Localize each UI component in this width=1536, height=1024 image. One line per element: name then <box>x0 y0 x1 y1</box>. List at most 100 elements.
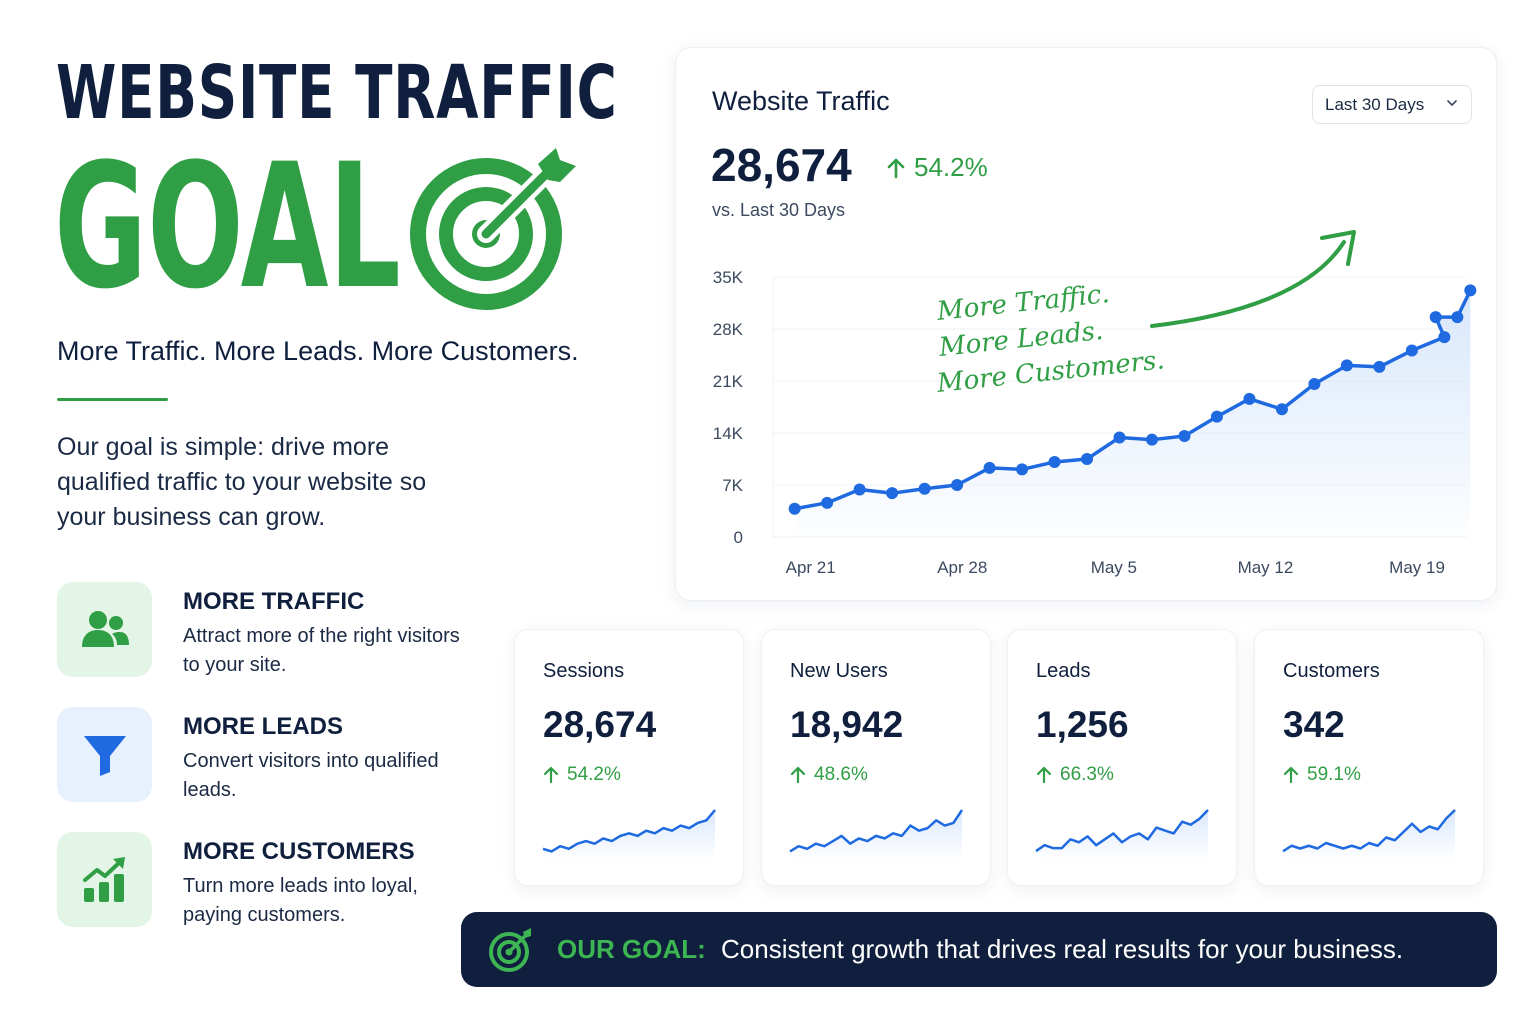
kpi-change-value: 54.2% <box>567 764 621 785</box>
data-point <box>1275 403 1288 416</box>
kpi-card-customers: Customers 342 59.1% <box>1254 629 1484 886</box>
x-tick-label: May 5 <box>1091 558 1137 577</box>
kpi-change-value: 48.6% <box>814 764 868 785</box>
data-point <box>983 461 996 474</box>
growth-chart-icon <box>82 856 125 902</box>
sparkline-sessions <box>542 809 716 858</box>
data-point <box>886 487 899 500</box>
sparkline-new-users <box>789 809 964 858</box>
kpi-value: 1,256 <box>1036 704 1129 745</box>
data-point <box>1243 392 1256 405</box>
feature-badge <box>57 582 152 677</box>
y-tick-label: 35K <box>713 268 744 287</box>
data-point <box>1373 360 1386 373</box>
kpi-change: 48.6% <box>790 764 868 786</box>
target-icon <box>410 148 576 310</box>
arrow-up-icon <box>1036 766 1052 784</box>
data-point <box>821 496 834 509</box>
users-icon <box>81 610 129 647</box>
sparkline-leads <box>1035 809 1209 858</box>
data-point <box>1145 433 1158 446</box>
intro-text: Our goal is simple: drive more qualified… <box>57 433 427 531</box>
data-point <box>788 502 801 515</box>
chart-title: Website Traffic <box>712 86 890 116</box>
x-tick-label: Apr 28 <box>937 558 987 577</box>
sparkline-line <box>1035 809 1209 853</box>
sparkline-line <box>789 809 964 853</box>
data-point <box>1048 455 1061 468</box>
kpi-label: Leads <box>1036 660 1091 682</box>
kpi-change-value: 66.3% <box>1060 764 1114 785</box>
banner-text: Consistent growth that drives real resul… <box>721 934 1404 964</box>
sparkline-area <box>1036 810 1208 858</box>
hero-title: WEBSITE TRAFFIC <box>56 50 618 136</box>
feature-text: Convert visitors into qualified leads. <box>183 750 439 801</box>
feature-title: MORE LEADS <box>183 713 344 740</box>
y-tick-label: 28K <box>713 320 744 339</box>
arrow-up-icon <box>790 766 806 784</box>
goal-banner: OUR GOAL: Consistent growth that drives … <box>461 912 1497 987</box>
data-point <box>1464 284 1477 297</box>
feature-badge <box>57 707 152 802</box>
feature-badge <box>57 832 152 927</box>
data-point <box>1405 344 1418 357</box>
goal-word: GOAL <box>54 126 401 327</box>
target-icon <box>489 928 531 972</box>
data-point <box>1429 311 1442 324</box>
date-range-select[interactable]: Last 30 Days <box>1312 85 1472 124</box>
kpi-change: 66.3% <box>1036 764 1114 786</box>
kpi-change-value: 59.1% <box>1307 764 1361 785</box>
sparkline-area <box>790 810 962 858</box>
data-point <box>1340 359 1353 372</box>
x-tick-label: May 12 <box>1238 558 1294 577</box>
divider <box>57 398 168 401</box>
sparkline-area <box>1283 810 1455 858</box>
kpi-card-sessions: Sessions 28,674 54.2% <box>514 629 744 886</box>
arrow-up-icon <box>887 158 905 178</box>
y-tick-label: 14K <box>713 424 744 443</box>
feature-more-leads: MORE LEADS Convert visitors into qualifi… <box>57 707 477 803</box>
feature-more-traffic: MORE TRAFFIC Attract more of the right v… <box>57 582 477 678</box>
y-tick-label: 0 <box>734 528 743 547</box>
feature-title: MORE CUSTOMERS <box>183 838 415 865</box>
data-point <box>1438 331 1451 344</box>
kpi-card-new-users: New Users 18,942 48.6% <box>761 629 991 886</box>
arrow-up-icon <box>543 766 559 784</box>
total-traffic-value: 28,674 <box>711 139 852 191</box>
comparison-label: vs. Last 30 Days <box>712 200 846 220</box>
y-tick-label: 7K <box>722 476 743 495</box>
data-point <box>951 479 964 491</box>
kpi-change: 59.1% <box>1283 764 1361 786</box>
traffic-change: 54.2% <box>886 152 988 183</box>
data-point <box>1308 377 1321 390</box>
tagline: More Traffic. More Leads. More Customers… <box>57 336 579 366</box>
y-tick-label: 21K <box>713 372 744 391</box>
chevron-down-icon <box>1447 100 1457 106</box>
kpi-label: New Users <box>790 660 888 682</box>
data-point <box>1113 431 1126 444</box>
data-point <box>1016 463 1029 476</box>
x-tick-label: Apr 21 <box>786 558 836 577</box>
data-point <box>1081 453 1094 465</box>
arrow-up-icon <box>1283 766 1299 784</box>
feature-text: Attract more of the right visitors to yo… <box>183 625 460 676</box>
feature-more-customers: MORE CUSTOMERS Turn more leads into loya… <box>57 832 477 928</box>
sparkline-line <box>542 809 716 853</box>
kpi-label: Customers <box>1283 660 1380 682</box>
annotation-arrow <box>1150 240 1346 328</box>
funnel-icon <box>83 735 126 776</box>
annotation-arrowhead <box>1320 230 1356 266</box>
feature-text: Turn more leads into loyal, paying custo… <box>183 875 418 926</box>
kpi-value: 342 <box>1283 704 1345 745</box>
sparkline-line <box>1282 809 1456 853</box>
kpi-card-leads: Leads 1,256 66.3% <box>1007 629 1237 886</box>
data-point <box>853 483 866 496</box>
area-fill <box>794 290 1471 537</box>
sparkline-customers <box>1282 809 1456 858</box>
traffic-change-value: 54.2% <box>914 152 988 182</box>
feature-title: MORE TRAFFIC <box>183 588 365 615</box>
date-range-value: Last 30 Days <box>1325 94 1425 114</box>
traffic-chart-card: 0 7K 14K 21K 28K 35K Apr 21 Apr 28 May 5 May 12 Ma… <box>675 47 1497 601</box>
data-point <box>918 482 931 495</box>
kpi-label: Sessions <box>543 660 625 682</box>
